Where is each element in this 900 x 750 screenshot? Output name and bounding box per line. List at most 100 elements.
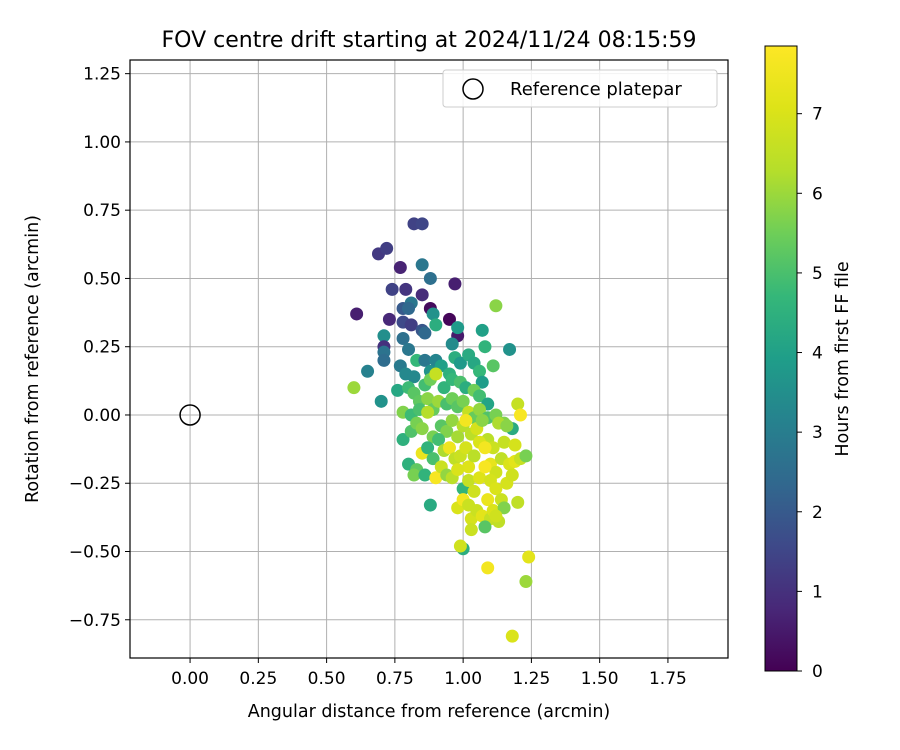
data-point (473, 403, 487, 417)
x-tick-label: 1.25 (512, 669, 550, 689)
data-point (473, 471, 487, 485)
data-point (467, 449, 481, 463)
data-point (442, 312, 456, 326)
data-point (402, 301, 416, 315)
data-point (511, 495, 525, 509)
data-point (451, 463, 465, 477)
data-point (421, 441, 435, 455)
data-point (519, 449, 533, 463)
data-point (421, 405, 435, 419)
data-point (500, 419, 514, 433)
data-point (448, 277, 462, 291)
data-point (464, 523, 478, 537)
data-point (415, 422, 429, 436)
colorbar-tick-label: 6 (812, 184, 823, 204)
data-point (423, 271, 437, 285)
data-point (475, 375, 489, 389)
data-point (478, 340, 492, 354)
legend-reference-marker (462, 78, 484, 100)
x-tick-label: 0.50 (308, 669, 346, 689)
data-point (489, 482, 503, 496)
data-point (478, 520, 492, 534)
data-point (445, 413, 459, 427)
data-point (462, 460, 476, 474)
data-point (451, 321, 465, 335)
data-point (418, 353, 432, 367)
data-point (385, 282, 399, 296)
data-point (497, 435, 511, 449)
data-point (418, 468, 432, 482)
y-tick-label: 1.25 (83, 65, 121, 85)
colorbar-tick-label: 7 (812, 105, 823, 125)
y-tick-label: −0.75 (69, 611, 121, 631)
data-point (429, 471, 443, 485)
data-point (508, 438, 522, 452)
data-point (396, 332, 410, 346)
y-tick-label: −0.25 (69, 474, 121, 494)
data-point (415, 258, 429, 272)
colorbar-label: Hours from first FF file (833, 261, 853, 456)
data-point (522, 550, 536, 564)
data-point (459, 441, 473, 455)
plot-frame (129, 59, 729, 659)
data-point (380, 241, 394, 255)
reference-platepar-marker (179, 404, 201, 426)
data-point (377, 353, 391, 367)
data-point (407, 468, 421, 482)
data-point (473, 389, 487, 403)
data-point (505, 468, 519, 482)
y-axis-ticks: 1.25 1.00 0.75 0.50 0.25 0.00 −0.25 −0.50 −0.75 (69, 65, 130, 631)
data-point (432, 433, 446, 447)
data-point (475, 323, 489, 337)
data-point (429, 367, 443, 381)
data-point (467, 484, 481, 498)
y-axis-label: Rotation from reference (arcmin) (23, 215, 43, 503)
colorbar-tick-label: 1 (812, 582, 823, 602)
data-point (421, 392, 435, 406)
x-tick-label: 0.25 (239, 669, 277, 689)
data-point (453, 539, 467, 553)
data-point (399, 282, 413, 296)
data-point (459, 413, 473, 427)
legend-box (442, 69, 718, 108)
data-point (486, 359, 500, 373)
chart-title: FOV centre drift starting at 2024/11/24 … (162, 28, 697, 53)
y-tick-label: 0.50 (83, 269, 121, 289)
data-point (489, 299, 503, 313)
data-point (415, 217, 429, 231)
x-axis-label: Angular distance from reference (arcmin) (248, 702, 611, 722)
data-point (404, 318, 418, 332)
data-point (478, 460, 492, 474)
data-point (473, 364, 487, 378)
data-point (505, 629, 519, 643)
x-tick-label: 1.50 (581, 669, 619, 689)
data-point (429, 318, 443, 332)
data-point (497, 501, 511, 515)
x-tick-label: 1.75 (649, 669, 687, 689)
data-point (418, 326, 432, 340)
y-tick-label: 0.00 (83, 406, 121, 426)
data-point (451, 430, 465, 444)
data-point (475, 413, 489, 427)
data-point (374, 394, 388, 408)
data-point (377, 329, 391, 343)
y-tick-label: −0.50 (69, 543, 121, 563)
data-point (382, 312, 396, 326)
x-tick-label: 0.00 (171, 669, 209, 689)
data-point (445, 337, 459, 351)
data-point (426, 452, 440, 466)
y-tick-label: 0.75 (83, 201, 121, 221)
data-point (440, 424, 454, 438)
data-point (347, 381, 361, 395)
data-point (442, 441, 456, 455)
data-point (437, 381, 451, 395)
colorbar-tick-label: 2 (812, 503, 823, 523)
colorbar-gradient (764, 45, 798, 672)
data-point (453, 356, 467, 370)
data-point (393, 261, 407, 275)
data-point (489, 509, 503, 523)
data-point (407, 370, 421, 384)
colorbar-tick-label: 3 (812, 423, 823, 443)
colorbar-tick-label: 5 (812, 264, 823, 284)
